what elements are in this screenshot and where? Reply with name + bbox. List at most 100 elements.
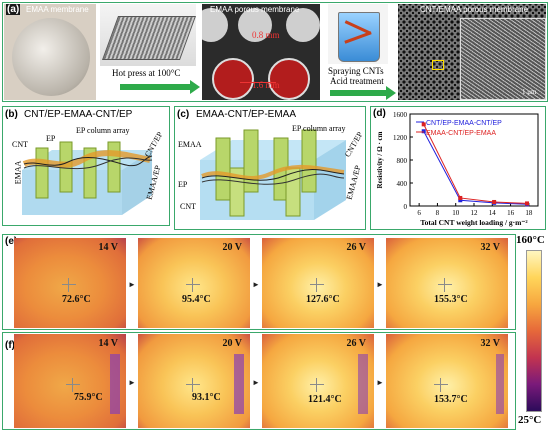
arrow-head-icon-2 bbox=[386, 86, 396, 100]
thermal-image-e-4: 32 V 155.3°C bbox=[386, 238, 508, 328]
panel-d-label: (d) bbox=[373, 108, 386, 119]
acid-text: Acid treatment bbox=[330, 76, 384, 86]
panel-e-label: (e) bbox=[5, 236, 18, 247]
voltage-label: 20 V bbox=[222, 242, 242, 253]
series-line bbox=[423, 124, 528, 204]
thermal-image-f-1: 14 V 75.9°C bbox=[14, 334, 126, 428]
measure-crosshair-icon bbox=[310, 278, 324, 292]
arrow-icon: ► bbox=[376, 378, 384, 387]
x-tick-label: 18 bbox=[525, 209, 533, 217]
y-tick-label: 800 bbox=[397, 157, 408, 165]
y-axis-label: Resistivity / Ω · cm bbox=[376, 131, 384, 188]
thermal-image-f-2: 20 V 93.1°C bbox=[138, 334, 250, 428]
dim-1-6mm: 1.6 mm bbox=[252, 80, 280, 90]
thermal-image-e-1: 14 V 72.6°C bbox=[14, 238, 126, 328]
panel-f bbox=[2, 332, 516, 430]
hot-press-mold-photo bbox=[100, 4, 196, 66]
thermal-image-e-2: 20 V 95.4°C bbox=[138, 238, 250, 328]
voltage-label: 32 V bbox=[480, 242, 500, 253]
data-point bbox=[421, 122, 426, 127]
voltage-label: 14 V bbox=[98, 242, 118, 253]
temperature-label: 153.7°C bbox=[434, 394, 468, 405]
data-point bbox=[525, 201, 530, 206]
legend-entry: EMAA-CNT/EP-EMAA bbox=[426, 130, 496, 137]
data-point bbox=[458, 198, 463, 203]
temperature-label: 121.4°C bbox=[308, 394, 342, 405]
spraying-text: Spraying CNTs bbox=[328, 66, 384, 76]
temperature-label: 155.3°C bbox=[434, 294, 468, 305]
panel-c-label: (c) bbox=[177, 109, 190, 120]
thermal-image-f-4: 32 V 153.7°C bbox=[386, 334, 508, 428]
series-line bbox=[423, 131, 528, 205]
x-tick-label: 12 bbox=[471, 209, 479, 217]
panel-e bbox=[2, 234, 516, 330]
panel-b-schematic bbox=[22, 141, 153, 215]
measure-crosshair-icon bbox=[438, 278, 452, 292]
panel-b-cnt: CNT bbox=[12, 140, 28, 149]
cnt-emaa-sem-photo bbox=[398, 4, 546, 100]
right-arrow-icon-2 bbox=[330, 90, 388, 96]
panel-c-cnt: CNT bbox=[180, 202, 196, 211]
panel-c bbox=[174, 106, 366, 230]
panel-c-ep-column: EP column array bbox=[292, 124, 346, 133]
y-tick-label: 1200 bbox=[393, 134, 408, 142]
voltage-label: 20 V bbox=[222, 338, 242, 349]
arrow-icon: ► bbox=[252, 378, 260, 387]
y-tick-label: 1600 bbox=[393, 111, 408, 119]
panel-b bbox=[2, 106, 170, 226]
y-tick-label: 400 bbox=[397, 180, 408, 188]
colorbar-min-label: 25°C bbox=[518, 414, 542, 426]
temperature-label: 127.6°C bbox=[306, 294, 340, 305]
right-arrow-icon bbox=[120, 84, 192, 90]
emaa-membrane-photo bbox=[4, 4, 96, 100]
spray-beaker-photo bbox=[328, 4, 388, 64]
panel-c-title: EMAA-CNT/EP-EMAA bbox=[196, 109, 297, 120]
panel-a-label: (a) bbox=[6, 4, 21, 15]
arrow-icon: ► bbox=[376, 280, 384, 289]
temperature-label: 95.4°C bbox=[182, 294, 211, 305]
panel-b-ep-column: EP column array bbox=[76, 126, 130, 135]
voltage-label: 26 V bbox=[346, 338, 366, 349]
dim-0-8mm: 0.8 mm bbox=[252, 30, 280, 40]
measure-crosshair-icon bbox=[434, 378, 448, 392]
porous-membrane-photo bbox=[202, 4, 320, 100]
legend-entry: CNT/EP-EMAA-CNT/EP bbox=[426, 120, 502, 127]
data-point bbox=[421, 129, 426, 134]
measure-crosshair-icon bbox=[186, 378, 200, 392]
measure-crosshair-icon bbox=[186, 278, 200, 292]
temperature-colorbar bbox=[526, 250, 542, 412]
hot-press-text: Hot press at 100°C bbox=[112, 68, 181, 78]
thermal-image-e-3: 26 V 127.6°C bbox=[262, 238, 374, 328]
panel-c-emaa: EMAA bbox=[178, 140, 202, 149]
thermal-image-f-3: 26 V 121.4°C bbox=[262, 334, 374, 428]
arrow-icon: ► bbox=[252, 280, 260, 289]
porous-membrane-caption: EMAA porous membrane bbox=[210, 5, 300, 14]
temperature-label: 72.6°C bbox=[62, 294, 91, 305]
panel-b-ep: EP bbox=[46, 134, 56, 143]
x-tick-label: 6 bbox=[417, 209, 421, 217]
panel-d bbox=[370, 106, 546, 230]
plot-frame bbox=[409, 113, 539, 207]
measure-crosshair-icon bbox=[66, 378, 80, 392]
y-tick-label: 0 bbox=[404, 203, 408, 211]
panel-f-label: (f) bbox=[5, 340, 15, 351]
data-point bbox=[492, 199, 497, 204]
arrow-icon: ► bbox=[128, 378, 136, 387]
x-axis-label: Total CNT weight loading / g·m⁻² bbox=[420, 218, 528, 227]
panel-b-title: CNT/EP-EMAA-CNT/EP bbox=[24, 109, 133, 120]
x-tick-label: 10 bbox=[452, 209, 460, 217]
voltage-label: 14 V bbox=[98, 338, 118, 349]
measure-crosshair-icon bbox=[310, 378, 324, 392]
scale-bar-text: 1 μm bbox=[522, 88, 537, 96]
arrow-head-icon bbox=[190, 80, 200, 94]
x-tick-label: 14 bbox=[489, 209, 497, 217]
panel-b-label: (b) bbox=[5, 109, 18, 120]
temperature-label: 75.9°C bbox=[74, 392, 103, 403]
data-point bbox=[458, 195, 463, 200]
composite-caption: CNT/EMAA porous membrane bbox=[420, 5, 529, 14]
colorbar-max-label: 160°C bbox=[516, 234, 545, 246]
voltage-label: 26 V bbox=[346, 242, 366, 253]
voltage-label: 32 V bbox=[480, 338, 500, 349]
x-tick-label: 16 bbox=[507, 209, 515, 217]
measure-crosshair-icon bbox=[62, 278, 76, 292]
